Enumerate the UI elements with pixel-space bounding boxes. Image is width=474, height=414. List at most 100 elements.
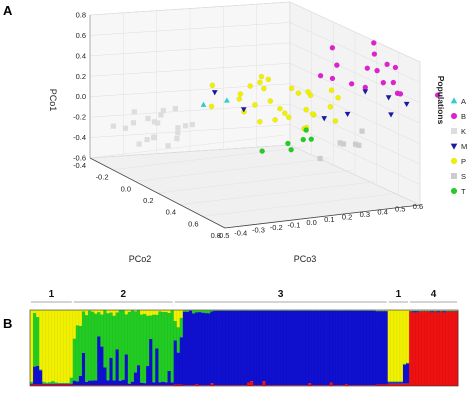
- structure-bar-segment: [390, 383, 395, 386]
- point-p-26: [288, 85, 295, 92]
- structure-bar-segment: [424, 311, 428, 386]
- point-k-2: [175, 130, 181, 136]
- structure-bar-segment: [384, 384, 389, 386]
- structure-bar-segment: [158, 310, 162, 312]
- structure-bar-segment: [338, 385, 343, 386]
- structure-bar-segment: [393, 383, 398, 386]
- scatter-points: [110, 40, 441, 162]
- structure-bar-segment: [375, 310, 379, 311]
- structure-bar-segment: [152, 314, 156, 383]
- structure-bar-segment: [347, 385, 352, 386]
- structure-bar-segment: [112, 315, 116, 381]
- structure-bar-segment: [51, 384, 55, 386]
- point-b-9: [371, 51, 378, 57]
- structure-bar-segment: [366, 385, 370, 386]
- group-label-3: 1: [396, 289, 402, 300]
- structure-bar-segment: [60, 384, 65, 386]
- point-s-1: [340, 141, 347, 147]
- structure-bar-segment: [88, 310, 92, 311]
- structure-bar-segment: [360, 385, 364, 386]
- structure-bar-segment: [173, 310, 178, 322]
- pco3-axis-title: PCo3: [294, 254, 317, 264]
- structure-bar-segment: [454, 310, 459, 311]
- structure-bar-segment: [262, 381, 266, 386]
- structure-bar-segment: [118, 310, 123, 381]
- structure-bar-segment: [406, 310, 410, 363]
- structure-bar-segment: [396, 383, 401, 386]
- point-t-1: [288, 146, 294, 153]
- structure-bar-segment: [100, 346, 104, 386]
- structure-bar-segment: [357, 385, 361, 386]
- structure-bar-segment: [54, 310, 58, 383]
- structure-bar-segment: [299, 385, 303, 386]
- structure-bar-segment: [127, 311, 132, 384]
- structure-bar-segment: [115, 385, 120, 386]
- structure-bar-segment: [393, 381, 398, 383]
- point-k-8: [122, 125, 129, 131]
- structure-bar-segment: [124, 354, 129, 386]
- structure-bar-segment: [45, 310, 49, 383]
- point-m-1: [403, 101, 410, 108]
- structure-bar-segment: [91, 380, 95, 386]
- barplot-frame: [29, 309, 459, 387]
- structure-bar-segment: [329, 382, 334, 386]
- pco3-tick: -0.2: [270, 223, 283, 232]
- structure-bar-segment: [317, 310, 321, 386]
- structure-bar-segment: [66, 383, 71, 385]
- point-p-14: [309, 111, 316, 117]
- point-t-4: [259, 148, 265, 154]
- structure-bar-segment: [176, 384, 181, 386]
- structure-bar-segment: [402, 383, 407, 386]
- point-k-7: [130, 120, 137, 126]
- point-b-14: [317, 72, 324, 79]
- structure-bar-segment: [72, 338, 77, 381]
- structure-bar-segment: [274, 385, 279, 386]
- structure-bar-segment: [240, 310, 245, 386]
- structure-bar-segment: [332, 385, 337, 386]
- structure-bar-segment: [155, 385, 159, 386]
- point-p-10: [303, 106, 309, 113]
- structure-bar-segment: [81, 311, 86, 353]
- structure-bar-segment: [204, 385, 208, 386]
- group-label-0: 1: [49, 289, 55, 300]
- structure-bar-segment: [344, 310, 349, 385]
- structure-bar-segment: [124, 314, 129, 355]
- structure-bar-segment: [228, 310, 233, 386]
- structure-bar-segment: [100, 310, 104, 315]
- structure-bar-segment: [399, 310, 404, 382]
- structure-bar-segment: [363, 310, 367, 386]
- structure-bar-segment: [33, 384, 37, 386]
- structure-bar-segment: [354, 310, 358, 386]
- structure-bar-segment: [314, 310, 318, 386]
- structure-bar-segment: [45, 384, 49, 386]
- point-p-5: [257, 118, 263, 125]
- structure-bar-segment: [33, 366, 37, 385]
- point-b-15: [392, 64, 399, 71]
- structure-bar-segment: [192, 313, 196, 386]
- point-p-13: [265, 76, 272, 83]
- point-p-3: [272, 117, 278, 123]
- structure-bar-segment: [192, 385, 196, 386]
- structure-bar-segment: [51, 381, 55, 384]
- structure-bar-segment: [415, 312, 419, 386]
- structure-bar-segment: [406, 363, 410, 384]
- point-s-5: [359, 128, 365, 134]
- structure-bar-segment: [182, 310, 187, 312]
- point-k-0: [155, 120, 161, 126]
- point-k-12: [182, 123, 189, 129]
- structure-bar-segment: [48, 382, 52, 384]
- point-p-7: [209, 82, 216, 89]
- structure-bar-segment: [100, 385, 104, 386]
- structure-bar-segment: [88, 380, 92, 386]
- structure-bar-segment: [390, 382, 395, 384]
- point-s-0: [352, 141, 359, 147]
- structure-bar-segment: [289, 385, 294, 386]
- point-p-15: [285, 114, 292, 121]
- structure-bar-segment: [381, 310, 386, 311]
- point-k-11: [110, 123, 116, 129]
- structure-bar-segment: [387, 382, 392, 384]
- pco2-tick: 0.6: [188, 219, 198, 228]
- structure-bar-segment: [63, 310, 68, 383]
- structure-bar-segment: [121, 310, 126, 380]
